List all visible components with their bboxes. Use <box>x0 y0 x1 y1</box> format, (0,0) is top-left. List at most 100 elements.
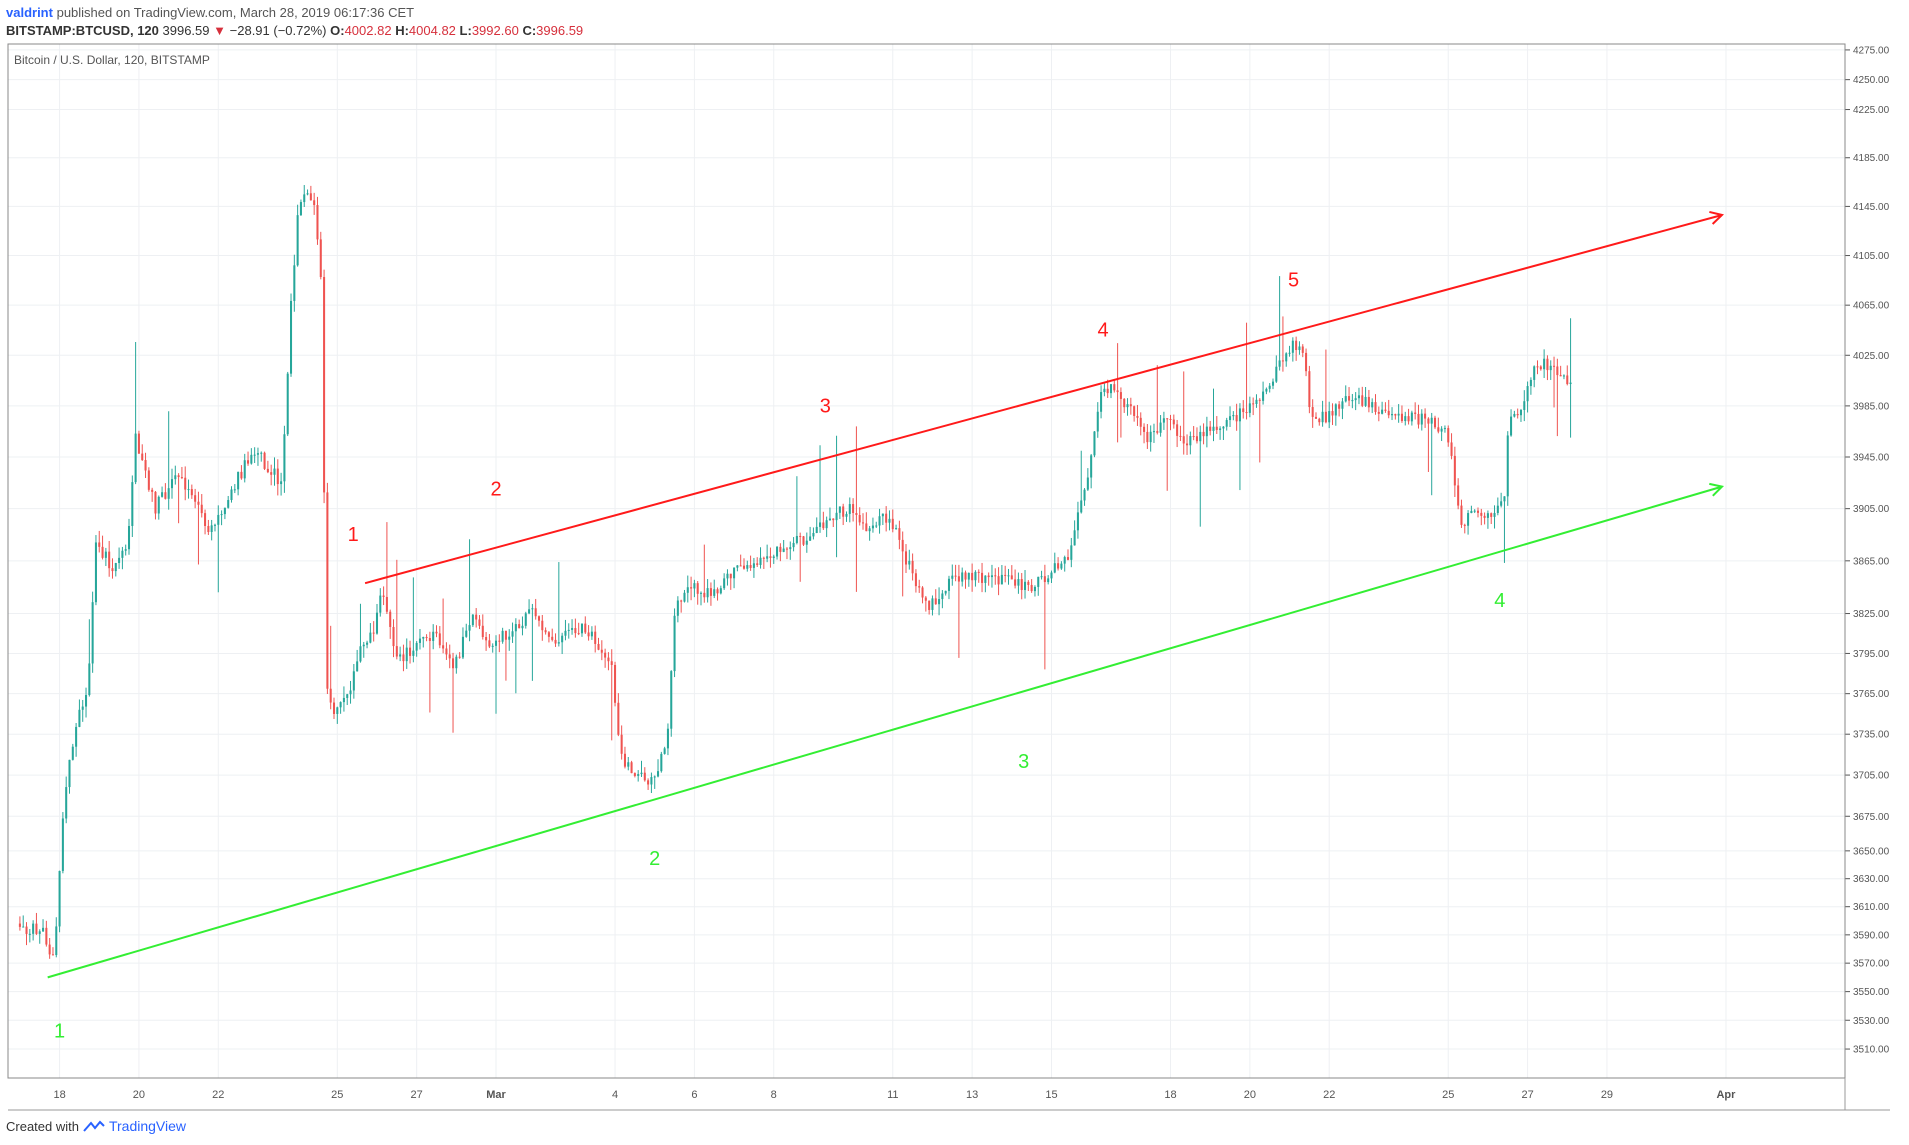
close-value: 3996.59 <box>536 23 584 38</box>
candle-body <box>871 525 874 529</box>
candle-body <box>990 575 993 578</box>
candle-body <box>1242 408 1245 413</box>
candle-body <box>1500 501 1503 506</box>
candle-body <box>736 565 739 568</box>
candle-body <box>673 615 676 672</box>
x-tick-label: 29 <box>1601 1089 1613 1101</box>
candle-body <box>71 746 74 760</box>
candle-body <box>961 572 964 582</box>
candle-body <box>934 598 937 605</box>
candle-body <box>32 923 35 934</box>
candle-body <box>815 526 818 533</box>
candle-body <box>213 524 217 526</box>
y-tick-label: 4145.00 <box>1853 202 1890 213</box>
candle-body <box>309 193 312 201</box>
candle-body <box>858 515 861 523</box>
candle-body <box>1331 411 1334 416</box>
tradingview-brand[interactable]: TradingView <box>108 1118 187 1134</box>
candle-body <box>187 489 190 491</box>
resistance-arrowhead <box>1709 210 1725 225</box>
author-link[interactable]: valdrint <box>6 5 53 20</box>
candle-body <box>977 571 980 573</box>
candle-body <box>1271 381 1275 386</box>
candle-body <box>1407 416 1410 422</box>
candle-body <box>713 589 716 596</box>
candle-body <box>551 636 554 640</box>
candle-body <box>1344 396 1347 402</box>
candle-body <box>623 753 626 767</box>
y-tick-label: 4185.00 <box>1853 153 1890 164</box>
candle-body <box>144 460 147 471</box>
candle-body <box>253 454 256 456</box>
candle-body <box>1070 545 1073 560</box>
candle-body <box>323 277 326 493</box>
candle-body <box>739 565 742 567</box>
candle-body <box>981 572 984 583</box>
candle-body <box>1539 366 1542 370</box>
candle-body <box>161 492 164 497</box>
candle-body <box>1050 572 1053 579</box>
candle-body <box>369 632 372 643</box>
candle-body <box>157 496 160 514</box>
candle-body <box>194 495 197 502</box>
candle-body <box>1553 365 1556 367</box>
candle-body <box>1387 410 1390 416</box>
candle-body <box>567 629 570 631</box>
candle-body <box>372 632 375 634</box>
candle-body <box>537 616 541 621</box>
candle-body <box>395 646 398 657</box>
candle-body <box>220 514 223 516</box>
candle-body <box>101 546 104 558</box>
candle-body <box>706 588 709 598</box>
candle-body <box>971 572 974 581</box>
candle-body <box>997 576 1000 585</box>
candle-body <box>243 460 246 479</box>
candle-body <box>1424 413 1427 419</box>
x-tick-label: 11 <box>887 1089 898 1101</box>
candle-body <box>835 512 838 521</box>
y-tick-label: 3675.00 <box>1853 812 1890 823</box>
candle-body <box>1440 428 1443 432</box>
candle-body <box>534 608 537 617</box>
candle-body <box>1433 417 1437 428</box>
candle-body <box>1020 579 1023 591</box>
candle-body <box>134 433 137 483</box>
candle-body <box>1238 408 1241 422</box>
y-tick-label: 3650.00 <box>1853 846 1890 857</box>
candle-body <box>1503 496 1506 502</box>
candle-body <box>1262 391 1265 401</box>
candle-body <box>1549 365 1552 371</box>
candle-body <box>1394 414 1397 416</box>
candle-body <box>1291 340 1294 353</box>
candle-body <box>494 640 498 646</box>
candle-body <box>151 489 154 492</box>
candle-body <box>1318 418 1321 423</box>
candle-body <box>121 550 124 558</box>
x-tick-label: 25 <box>1442 1089 1454 1101</box>
x-tick-label: 18 <box>53 1089 65 1101</box>
tradingview-logo-icon <box>83 1120 105 1132</box>
candle-body <box>329 688 332 703</box>
x-tick-label: 8 <box>771 1089 777 1101</box>
y-tick-label: 3795.00 <box>1853 649 1890 660</box>
candle-body <box>1080 500 1083 513</box>
candle-body <box>564 630 567 636</box>
candle-body <box>1295 340 1298 351</box>
candle-body <box>1519 409 1523 416</box>
candle-body <box>1324 411 1327 423</box>
y-tick-label: 4250.00 <box>1853 75 1890 86</box>
candle-body <box>580 623 584 634</box>
candle-body <box>600 649 603 653</box>
candle-body <box>491 645 494 647</box>
candle-body <box>1195 436 1198 442</box>
low-label: L: <box>459 23 472 38</box>
candle-body <box>114 563 117 572</box>
candle-body <box>1156 431 1159 433</box>
candle-body <box>686 587 689 593</box>
candle-body <box>1460 505 1463 525</box>
x-tick-label: 27 <box>411 1089 423 1101</box>
candle-body <box>190 489 193 496</box>
y-tick-label: 3705.00 <box>1853 771 1890 782</box>
candle-body <box>170 479 174 489</box>
